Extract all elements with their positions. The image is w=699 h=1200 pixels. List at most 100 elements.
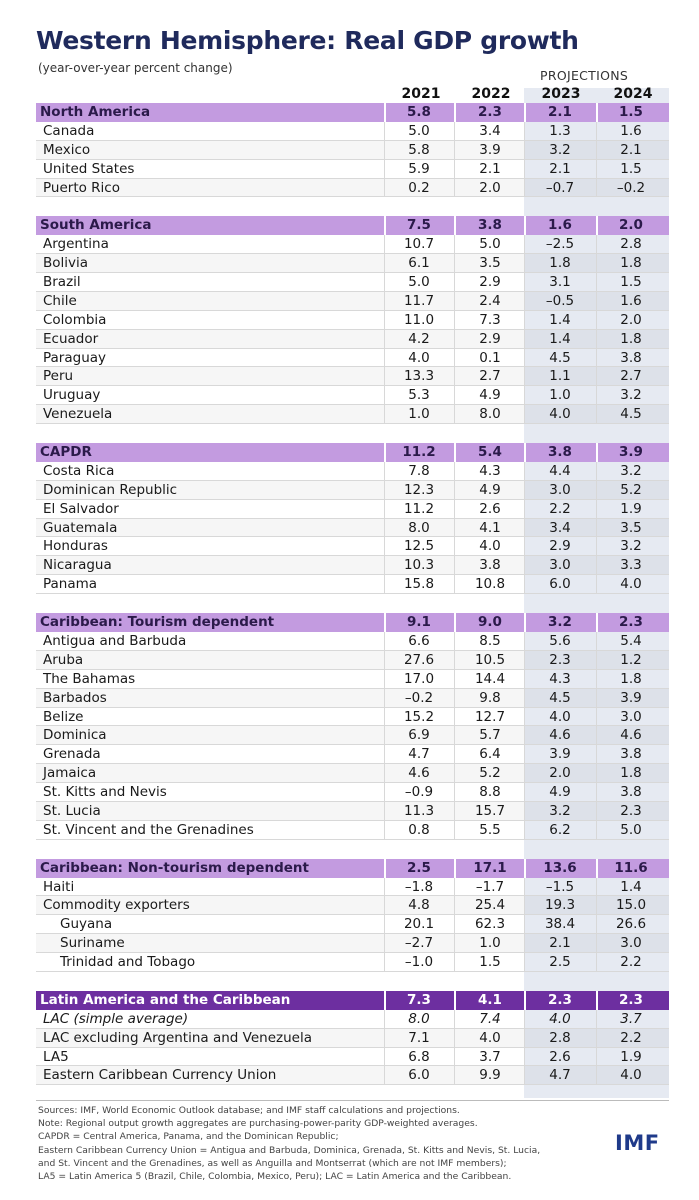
cell-divider: [454, 631, 455, 650]
cell-divider: [454, 1009, 455, 1028]
value-2023: –2.5: [545, 236, 575, 253]
group-value-2021: 7.5: [407, 217, 431, 234]
cell-divider: [454, 726, 455, 745]
value-2023: 4.0: [549, 406, 571, 423]
cell-divider: [596, 273, 597, 291]
value-2022: 3.8: [479, 557, 501, 574]
group-name: South America: [40, 217, 152, 234]
cell-divider: [596, 235, 597, 254]
value-2024: 1.5: [620, 160, 642, 177]
column-separator: [596, 858, 598, 878]
cell-divider: [524, 1047, 525, 1066]
column-separator: [524, 103, 526, 122]
cell-divider: [596, 537, 597, 556]
value-2024: 1.9: [620, 1048, 642, 1065]
table-row: Antigua and Barbuda 6.6 8.5 5.6 5.4: [36, 631, 669, 651]
value-2023: 2.0: [549, 765, 571, 782]
cell-divider: [596, 707, 597, 726]
group-value-2023: 2.3: [548, 991, 572, 1008]
column-separator: [454, 103, 456, 122]
value-2022: 25.4: [474, 897, 506, 914]
table-row: Mexico 5.8 3.9 3.2 2.1: [36, 140, 669, 160]
table-row: Ecuador 4.2 2.9 1.4 1.8: [36, 329, 669, 349]
country-name: The Bahamas: [43, 670, 136, 687]
table-row: Honduras 12.5 4.0 2.9 3.2: [36, 537, 669, 557]
cell-divider: [384, 650, 385, 669]
value-2023: 3.0: [549, 557, 571, 574]
cell-divider: [596, 575, 597, 594]
table-row: Barbados –0.2 9.8 4.5 3.9: [36, 688, 669, 708]
country-name: Grenada: [43, 746, 101, 763]
value-2021: 4.7: [408, 746, 430, 763]
cell-divider: [596, 405, 597, 424]
note-line: Note: Regional output growth aggregates …: [38, 1118, 478, 1130]
country-name: Venezuela: [43, 406, 113, 423]
country-name: Mexico: [43, 141, 91, 158]
country-name: El Salvador: [43, 500, 119, 517]
note-line: Eastern Caribbean Currency Union = Antig…: [38, 1144, 541, 1156]
value-2024: 15.0: [615, 897, 647, 914]
country-name: Aruba: [43, 651, 84, 668]
value-2021: 5.8: [408, 141, 430, 158]
value-2023: 2.6: [549, 1048, 571, 1065]
table-row: St. Vincent and the Grenadines 0.8 5.5 6.2 5…: [36, 820, 669, 840]
value-2024: 3.0: [620, 708, 642, 725]
value-2024: 3.3: [620, 557, 642, 574]
value-2023: 4.9: [549, 784, 571, 801]
value-2024: 1.6: [620, 292, 642, 309]
cell-divider: [524, 669, 525, 688]
table-row: Paraguay 4.0 0.1 4.5 3.8: [36, 348, 669, 368]
cell-divider: [596, 915, 597, 934]
cell-divider: [524, 707, 525, 726]
column-separator: [524, 216, 526, 236]
value-2024: 3.8: [620, 746, 642, 763]
group-spacer: [36, 840, 669, 859]
value-2024: 26.6: [615, 916, 647, 933]
value-2022: 6.4: [479, 746, 501, 763]
value-2021: 11.7: [403, 292, 435, 309]
value-2021: 27.6: [403, 651, 435, 668]
value-2022: 14.4: [474, 670, 506, 687]
group-value-2023: 13.6: [543, 859, 577, 876]
table-row: Uruguay 5.3 4.9 1.0 3.2: [36, 386, 669, 406]
table-row: Bolivia 6.1 3.5 1.8 1.8: [36, 254, 669, 274]
value-2022: 7.3: [479, 311, 501, 328]
cell-divider: [524, 1009, 525, 1028]
value-2023: 3.1: [549, 274, 571, 291]
value-2023: 1.4: [549, 330, 571, 347]
cell-divider: [524, 461, 525, 480]
cell-divider: [384, 480, 385, 499]
value-2021: 0.2: [408, 179, 430, 196]
value-2021: 10.7: [403, 236, 435, 253]
page-subtitle: (year-over-year percent change): [38, 61, 233, 75]
value-2022: 4.3: [479, 462, 501, 479]
value-2022: 7.4: [479, 1010, 501, 1027]
cell-divider: [454, 1028, 455, 1047]
cell-divider: [454, 801, 455, 820]
country-name: St. Vincent and the Grenadines: [43, 821, 254, 838]
table-row: Chile 11.7 2.4 –0.5 1.6: [36, 291, 669, 311]
column-separator: [596, 103, 598, 122]
value-2023: –0.5: [545, 292, 575, 309]
cell-divider: [524, 726, 525, 745]
value-2024: 3.0: [620, 935, 642, 952]
value-2021: 11.3: [403, 802, 435, 819]
cell-divider: [384, 254, 385, 273]
value-2024: 3.9: [620, 689, 642, 706]
table-row: Guyana 20.1 62.3 38.4 26.6: [36, 915, 669, 935]
cell-divider: [524, 518, 525, 537]
value-2022: 2.1: [479, 160, 501, 177]
cell-divider: [596, 310, 597, 329]
table-row: El Salvador 11.2 2.6 2.2 1.9: [36, 499, 669, 519]
table-row: Jamaica 4.6 5.2 2.0 1.8: [36, 764, 669, 784]
value-2022: 2.0: [479, 179, 501, 196]
column-header-2022: 2022: [471, 86, 511, 102]
value-2023: 4.5: [549, 689, 571, 706]
value-2024: 5.4: [620, 632, 642, 649]
cell-divider: [524, 291, 525, 310]
cell-divider: [596, 518, 597, 537]
cell-divider: [454, 159, 455, 178]
value-2022: 1.0: [479, 935, 501, 952]
cell-divider: [454, 499, 455, 518]
cell-divider: [454, 291, 455, 310]
